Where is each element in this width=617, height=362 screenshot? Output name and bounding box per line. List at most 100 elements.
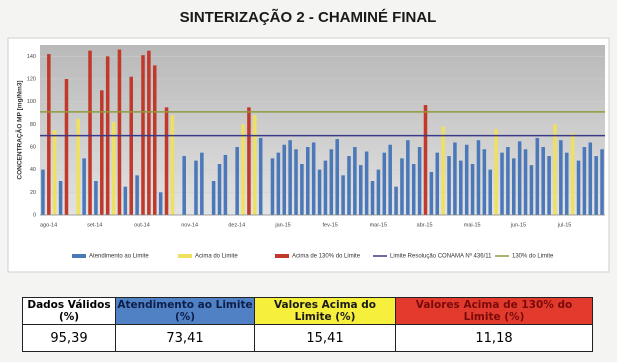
bar: [547, 156, 551, 215]
legend-label: Acima de 130% do Limite: [292, 254, 361, 260]
bar: [435, 152, 440, 215]
y-tick-label: 40: [30, 167, 36, 173]
bar: [76, 118, 81, 215]
bar: [453, 142, 457, 215]
bar: [294, 149, 298, 215]
bar: [576, 160, 581, 215]
x-tick-label: dez-14: [228, 222, 245, 228]
bar: [476, 140, 481, 215]
bar: [223, 154, 228, 215]
value-cell: 73,41: [115, 324, 255, 352]
x-tick-label: ago-14: [40, 222, 57, 228]
bar: [488, 169, 492, 215]
bar: [329, 149, 334, 215]
bar: [482, 149, 487, 215]
bar: [82, 158, 86, 215]
bar: [117, 49, 122, 216]
header-cell: Valores Acima do Limite (%): [254, 297, 396, 325]
bar: [217, 164, 222, 215]
bar: [582, 147, 587, 215]
bar: [347, 156, 351, 215]
plot-area: [40, 45, 605, 215]
y-tick-label: 60: [30, 144, 36, 150]
bar: [335, 139, 339, 215]
bar: [200, 152, 204, 215]
bar: [394, 186, 398, 215]
bar: [388, 144, 392, 215]
bar: [182, 156, 186, 215]
bar: [459, 160, 463, 215]
bar: [541, 147, 545, 215]
header-cell: Valores Acima de 130% do Limite (%): [395, 297, 593, 325]
bar: [241, 124, 245, 215]
legend-label: Limite Resolução CONAMA Nº 436/11: [390, 253, 492, 260]
legend-swatch: [178, 254, 192, 258]
bar: [88, 50, 92, 215]
bar: [494, 128, 498, 215]
bar: [100, 90, 104, 215]
x-tick-label: out-14: [134, 222, 150, 228]
legend-label: 130% do Limite: [512, 254, 554, 260]
bar: [288, 140, 292, 215]
y-tick-label: 100: [27, 99, 36, 105]
y-tick-label: 80: [30, 122, 36, 128]
bar: [512, 158, 516, 215]
bar: [517, 141, 522, 215]
bar: [588, 142, 593, 215]
legend-label: Acima do Limite: [195, 254, 238, 260]
x-tick-label: mai-15: [464, 222, 481, 228]
bar: [406, 140, 410, 215]
bar: [417, 147, 422, 215]
bar: [564, 152, 569, 215]
summary-table: Dados Válidos (%) Atendimento ao Limite (…: [22, 297, 593, 352]
bar: [600, 149, 604, 215]
bar: [570, 133, 575, 215]
bar: [111, 122, 116, 215]
bar: [353, 147, 357, 215]
value-cell: 11,18: [395, 324, 593, 352]
bar: [235, 147, 239, 215]
bar: [52, 130, 57, 215]
legend-swatch: [275, 254, 289, 258]
bar: [429, 171, 434, 215]
bar: [253, 115, 257, 215]
header-cell: Atendimento ao Limite (%): [115, 297, 255, 325]
bar: [376, 169, 381, 215]
x-tick-label: fev-15: [323, 222, 338, 228]
bar: [282, 144, 287, 215]
bar: [523, 149, 528, 215]
legend-swatch: [72, 254, 86, 258]
bar: [41, 169, 45, 215]
bar: [300, 164, 304, 215]
bar: [323, 160, 328, 215]
bar: [341, 175, 345, 215]
bar: [129, 76, 133, 215]
bar: [123, 186, 128, 215]
x-tick-label: mar-15: [370, 222, 387, 228]
value-cell: 95,39: [22, 324, 116, 352]
bar: [170, 115, 175, 215]
bar: [135, 175, 139, 215]
bar: [447, 156, 451, 215]
bar: [470, 164, 475, 215]
bar: [147, 50, 151, 215]
bar: [594, 156, 598, 215]
bar: [506, 147, 510, 215]
bar: [400, 158, 404, 215]
bar: [358, 165, 363, 215]
y-tick-label: 140: [27, 54, 36, 60]
bar: [553, 124, 557, 215]
bar: [535, 137, 540, 215]
bar: [411, 164, 416, 215]
bar: [559, 140, 563, 215]
bar: [258, 137, 263, 215]
bar: [153, 65, 157, 216]
bar: [58, 181, 63, 215]
bar: [370, 181, 375, 215]
legend-label: Atendimento ao Limite: [89, 254, 149, 260]
bar: [364, 151, 369, 215]
value-cell: 15,41: [254, 324, 396, 352]
y-tick-label: 20: [30, 190, 36, 196]
